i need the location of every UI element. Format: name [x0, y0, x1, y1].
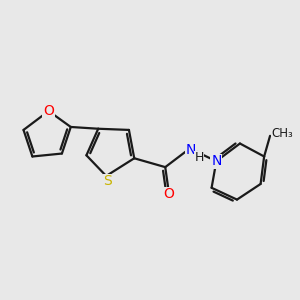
Text: O: O [164, 187, 175, 201]
Text: O: O [43, 104, 54, 118]
Text: S: S [103, 174, 112, 188]
Text: N: N [211, 154, 221, 168]
Text: N: N [186, 143, 196, 157]
Text: CH₃: CH₃ [272, 127, 293, 140]
Text: H: H [194, 152, 204, 164]
